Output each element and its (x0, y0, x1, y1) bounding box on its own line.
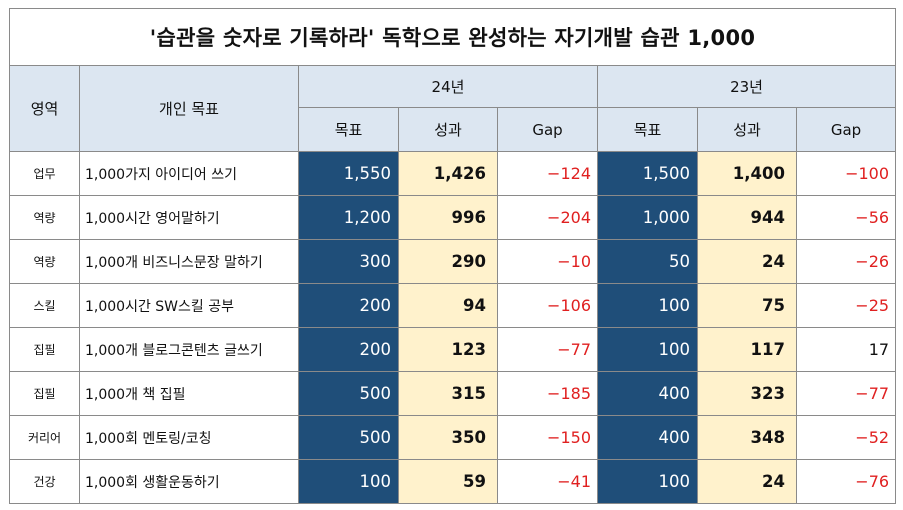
result-23-cell: 348 (697, 415, 797, 460)
gap-24-cell: −185 (497, 371, 598, 416)
header-24-result: 성과 (398, 107, 498, 152)
result-23-cell: 1,400 (697, 151, 797, 196)
header-23-gap: Gap (795, 107, 897, 152)
target-23-cell: 100 (597, 459, 698, 504)
habit-table: '습관을 숫자로 기록하라' 독학으로 완성하는 자기개발 습관 1,000 영… (8, 8, 897, 504)
result-24-cell: 290 (398, 239, 498, 284)
gap-23-cell: −77 (795, 371, 897, 416)
header-24-target: 목표 (298, 107, 399, 152)
target-23-cell: 1,500 (597, 151, 698, 196)
gap-24-cell: −124 (497, 151, 598, 196)
goal-cell: 1,000회 생활운동하기 (79, 459, 299, 504)
goal-cell: 1,000회 멘토링/코칭 (79, 415, 299, 460)
header-year-24: 24년 (298, 65, 598, 108)
gap-23-cell: −76 (795, 459, 897, 504)
header-area: 영역 (9, 65, 80, 152)
table-row: 역량 1,000개 비즈니스문장 말하기 300 290 −10 50 24 −… (9, 239, 897, 284)
target-24-cell: 300 (298, 239, 399, 284)
table-row: 역량 1,000시간 영어말하기 1,200 996 −204 1,000 94… (9, 195, 897, 240)
target-24-cell: 200 (298, 283, 399, 328)
area-cell: 역량 (9, 239, 80, 284)
header-23-result: 성과 (697, 107, 797, 152)
gap-23-cell: −26 (795, 239, 897, 284)
area-cell: 스킬 (9, 283, 80, 328)
gap-24-cell: −204 (497, 195, 598, 240)
result-24-cell: 350 (398, 415, 498, 460)
goal-cell: 1,000개 비즈니스문장 말하기 (79, 239, 299, 284)
target-23-cell: 50 (597, 239, 698, 284)
result-23-cell: 24 (697, 459, 797, 504)
area-cell: 집필 (9, 327, 80, 372)
goal-cell: 1,000시간 SW스킬 공부 (79, 283, 299, 328)
goal-cell: 1,000시간 영어말하기 (79, 195, 299, 240)
target-24-cell: 200 (298, 327, 399, 372)
habit-tracker-sheet: '습관을 숫자로 기록하라' 독학으로 완성하는 자기개발 습관 1,000 영… (8, 8, 897, 504)
area-cell: 역량 (9, 195, 80, 240)
target-23-cell: 400 (597, 371, 698, 416)
result-24-cell: 315 (398, 371, 498, 416)
result-23-cell: 75 (697, 283, 797, 328)
result-23-cell: 117 (697, 327, 797, 372)
result-24-cell: 123 (398, 327, 498, 372)
result-24-cell: 59 (398, 459, 498, 504)
gap-23-cell: −52 (795, 415, 897, 460)
header-year-23: 23년 (596, 65, 897, 108)
gap-24-cell: −106 (497, 283, 598, 328)
result-23-cell: 323 (697, 371, 797, 416)
target-24-cell: 500 (298, 371, 399, 416)
result-23-cell: 944 (697, 195, 797, 240)
gap-23-cell: −100 (795, 151, 897, 196)
result-24-cell: 996 (398, 195, 498, 240)
header-goal: 개인 목표 (79, 65, 299, 152)
area-cell: 건강 (9, 459, 80, 504)
gap-23-cell: −56 (795, 195, 897, 240)
sheet-title: '습관을 숫자로 기록하라' 독학으로 완성하는 자기개발 습관 1,000 (8, 8, 897, 66)
gap-23-cell: −25 (795, 283, 897, 328)
target-24-cell: 100 (298, 459, 399, 504)
gap-24-cell: −150 (497, 415, 598, 460)
target-24-cell: 1,550 (298, 151, 399, 196)
goal-cell: 1,000개 책 집필 (79, 371, 299, 416)
target-23-cell: 1,000 (597, 195, 698, 240)
goal-cell: 1,000가지 아이디어 쓰기 (79, 151, 299, 196)
table-row: 업무 1,000가지 아이디어 쓰기 1,550 1,426 −124 1,50… (9, 151, 897, 196)
result-23-cell: 24 (697, 239, 797, 284)
header-24-gap: Gap (497, 107, 598, 152)
result-24-cell: 94 (398, 283, 498, 328)
target-24-cell: 500 (298, 415, 399, 460)
table-row: 건강 1,000회 생활운동하기 100 59 −41 100 24 −76 (9, 459, 897, 504)
area-cell: 커리어 (9, 415, 80, 460)
area-cell: 업무 (9, 151, 80, 196)
target-23-cell: 400 (597, 415, 698, 460)
area-cell: 집필 (9, 371, 80, 416)
target-23-cell: 100 (597, 327, 698, 372)
table-row: 집필 1,000개 책 집필 500 315 −185 400 323 −77 (9, 371, 897, 416)
table-row: 집필 1,000개 블로그콘텐츠 글쓰기 200 123 −77 100 117… (9, 327, 897, 372)
target-24-cell: 1,200 (298, 195, 399, 240)
goal-cell: 1,000개 블로그콘텐츠 글쓰기 (79, 327, 299, 372)
table-row: 커리어 1,000회 멘토링/코칭 500 350 −150 400 348 −… (9, 415, 897, 460)
target-23-cell: 100 (597, 283, 698, 328)
gap-24-cell: −77 (497, 327, 598, 372)
result-24-cell: 1,426 (398, 151, 498, 196)
gap-23-cell: 17 (795, 327, 897, 372)
table-row: 스킬 1,000시간 SW스킬 공부 200 94 −106 100 75 −2… (9, 283, 897, 328)
gap-24-cell: −41 (497, 459, 598, 504)
gap-24-cell: −10 (497, 239, 598, 284)
header-23-target: 목표 (597, 107, 698, 152)
